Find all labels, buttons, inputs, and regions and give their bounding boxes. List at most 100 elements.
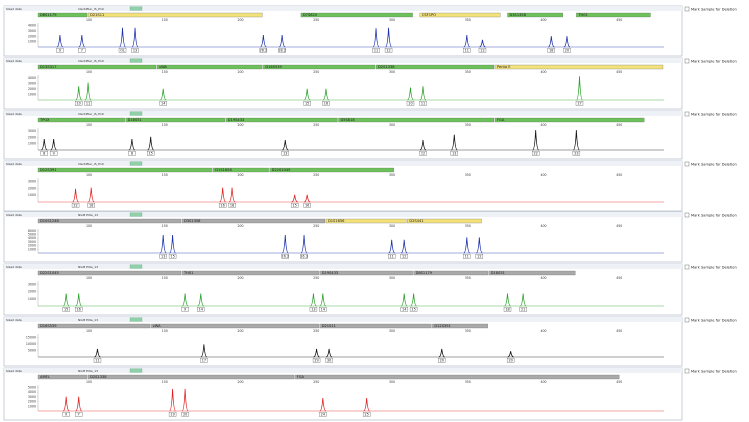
- allele-call-label: 20: [440, 359, 444, 363]
- sample-label: Identifiler_IS_P10: [78, 59, 104, 63]
- allele-call-label: 9: [59, 49, 61, 53]
- y-tick-label: 5000: [28, 348, 36, 352]
- electropherogram-b-blue: Sized data NGM Elite_13 Mark Sample for De…: [3, 211, 737, 263]
- allele-call-label: 19: [170, 413, 174, 417]
- peak: [160, 234, 167, 254]
- y-tick-label: 4000: [28, 24, 36, 28]
- allele-call-box: [62, 307, 70, 312]
- panel-header-strip: [4, 264, 682, 269]
- allele-call-label: 11: [390, 255, 394, 259]
- allele-call-label: 12: [386, 49, 390, 53]
- allele-call-box: [303, 101, 311, 106]
- x-tick-label: 100: [86, 224, 92, 228]
- y-tick-label: 2000: [28, 34, 36, 38]
- peak: [322, 88, 330, 101]
- marker-label: D7S820: [303, 13, 318, 17]
- allele-call-box: [319, 412, 327, 417]
- peak: [94, 348, 101, 358]
- allele-call-box: [197, 307, 205, 312]
- peak: [75, 293, 82, 307]
- peak: [50, 138, 57, 151]
- marker-label: D1S1656: [215, 168, 232, 172]
- electropherogram-a-red: Sized data Identifiler_IS_P10 Mark Sample …: [3, 160, 737, 212]
- delete-checkbox: [684, 368, 690, 374]
- marker-label: D18S51: [128, 118, 142, 122]
- allele-call-label: 11: [374, 49, 378, 53]
- panel-header-strip: [4, 58, 682, 63]
- peak: [520, 293, 527, 307]
- allele-call-box: [168, 412, 177, 417]
- allele-call-box: [463, 254, 471, 259]
- panel-header-text: Sized data: [6, 162, 22, 166]
- marker-label: D21S11: [322, 324, 336, 328]
- allele-call-label: 12: [480, 49, 484, 53]
- peak: [319, 293, 326, 307]
- marker-bar: [87, 374, 294, 380]
- x-tick-label: 100: [86, 276, 92, 280]
- allele-call-label: 8: [131, 152, 133, 156]
- x-tick-label: 300: [389, 70, 395, 74]
- allele-call-box: [575, 101, 584, 106]
- allele-call-label: 20: [565, 49, 569, 53]
- y-tick-label: 1000: [28, 142, 36, 146]
- marker-label: D8S1179: [416, 271, 433, 275]
- allele-call-box: [409, 307, 418, 312]
- marker-bar: [419, 12, 501, 18]
- x-tick-label: 200: [238, 173, 244, 177]
- y-tick-label: 15000: [26, 335, 36, 339]
- allele-call-box: [281, 151, 289, 156]
- y-tick-label: 6000: [28, 229, 36, 233]
- x-tick-label: 450: [616, 123, 622, 127]
- x-tick-label: 100: [86, 70, 92, 74]
- peak: [388, 239, 395, 254]
- allele-call-label: 14: [161, 102, 165, 106]
- x-tick-label: 350: [465, 123, 471, 127]
- allele-call-label: 7: [81, 49, 83, 53]
- delete-checkbox-label: Mark Sample for Deletion: [691, 112, 737, 116]
- allele-call-label: 15: [170, 255, 174, 259]
- sample-label: Identifiler_IS_P10: [78, 162, 104, 166]
- peak: [181, 388, 189, 412]
- marker-bar: [181, 218, 326, 224]
- allele-call-box: [463, 48, 471, 53]
- marker-bar: [319, 323, 432, 329]
- peak: [278, 34, 286, 48]
- peak: [72, 188, 79, 203]
- x-tick-label: 400: [541, 173, 547, 177]
- x-tick-label: 400: [541, 276, 547, 280]
- allele-call-label: 23: [574, 152, 578, 156]
- allele-call-label: 9: [53, 152, 55, 156]
- panel-header-text: Sized data: [6, 7, 22, 11]
- x-tick-label: 200: [238, 224, 244, 228]
- delete-checkbox: [684, 58, 690, 64]
- x-tick-label: 250: [313, 173, 319, 177]
- x-tick-label: 350: [465, 380, 471, 384]
- y-tick-label: 2000: [28, 87, 36, 91]
- y-tick-label: 2000: [28, 400, 36, 404]
- marker-bar: [325, 218, 407, 224]
- x-tick-label: 450: [616, 224, 622, 228]
- y-tick-label: 3000: [28, 283, 36, 287]
- allele-call-label: 10: [77, 102, 81, 106]
- allele-call-label: 20: [508, 359, 512, 363]
- y-tick-label: 1000: [28, 247, 36, 251]
- x-tick-label: 150: [162, 380, 168, 384]
- x-tick-label: 250: [313, 70, 319, 74]
- electropherogram-a-blue: Sized data Identifiler_IS_P10 Mark Sample …: [3, 5, 737, 57]
- delete-checkbox: [684, 161, 690, 167]
- delete-checkbox-label: Mark Sample for Deletion: [691, 318, 737, 322]
- y-tick-label: 3000: [28, 395, 36, 399]
- peak: [260, 34, 267, 48]
- x-tick-label: 350: [465, 173, 471, 177]
- marker-label: D22S1045: [272, 168, 291, 172]
- peak: [219, 187, 226, 203]
- peak: [291, 194, 298, 203]
- allele-call-box: [128, 151, 136, 156]
- x-tick-label: 150: [162, 329, 168, 333]
- delete-checkbox: [684, 317, 690, 323]
- peak: [310, 293, 317, 307]
- marker-bar: [488, 270, 576, 276]
- allele-call-label: 16.2: [281, 255, 289, 259]
- allele-call-label: 16: [305, 204, 309, 208]
